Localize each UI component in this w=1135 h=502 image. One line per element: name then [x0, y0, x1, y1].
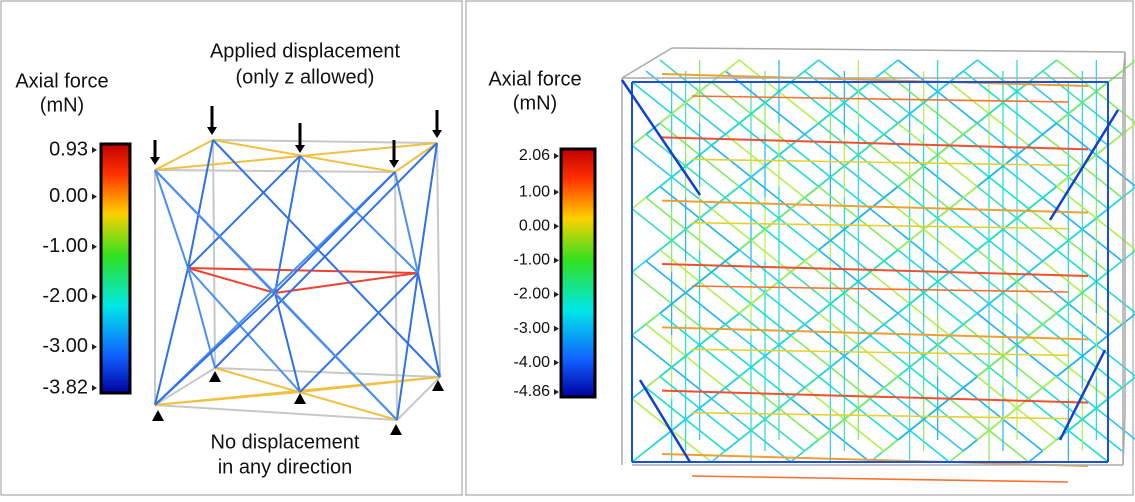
right-truss: [622, 48, 1135, 482]
tick-mark: [554, 389, 559, 395]
arrow-head: [207, 127, 217, 135]
member: [662, 327, 1088, 339]
left-truss: [150, 106, 444, 435]
tick-label: -2.00: [514, 286, 551, 303]
member: [662, 74, 1088, 86]
member: [155, 268, 188, 405]
tick-label: -3.00: [514, 320, 551, 337]
tick-mark: [554, 291, 559, 297]
tick-mark: [92, 294, 97, 300]
member: [213, 140, 437, 143]
annotation: in any direction: [218, 456, 353, 478]
tick-mark: [554, 153, 559, 159]
tick-label: -4.86: [514, 383, 551, 400]
member: [300, 156, 418, 273]
member: [213, 140, 215, 368]
tick-label: 0.00: [49, 185, 88, 207]
member: [662, 454, 1088, 466]
member: [397, 273, 418, 420]
member: [155, 392, 300, 405]
tick-label: -2.00: [42, 285, 88, 307]
member: [662, 391, 1088, 403]
tick-mark: [92, 244, 97, 250]
member: [662, 201, 1088, 213]
support: [390, 424, 402, 435]
member: [188, 140, 213, 268]
tick-mark: [554, 223, 559, 229]
colorbar-unit: (mN): [40, 94, 84, 116]
tick-label: 0.93: [49, 138, 88, 160]
colorbar-title: Axial force: [488, 68, 581, 90]
tick-mark: [92, 147, 97, 153]
arrow-head: [389, 160, 399, 168]
member: [188, 268, 418, 273]
arrow-head: [150, 157, 160, 165]
tick-label: -4.00: [514, 354, 551, 371]
member: [215, 368, 397, 420]
tick-label: 1.00: [519, 183, 550, 200]
member: [155, 170, 188, 268]
colorbar-unit: (mN): [513, 92, 557, 114]
member: [437, 143, 440, 377]
colorbar: [561, 149, 595, 397]
member: [215, 368, 440, 377]
support: [152, 410, 164, 421]
member: [418, 143, 437, 273]
member: [672, 48, 1125, 52]
tick-mark: [92, 194, 97, 200]
annotation: Applied displacement: [210, 40, 401, 62]
tick-label: 2.06: [519, 147, 550, 164]
annotation: No displacement: [211, 431, 360, 453]
annotation: (only z allowed): [236, 66, 375, 88]
tick-label: -3.82: [42, 376, 88, 398]
tick-mark: [92, 344, 97, 350]
member: [418, 273, 440, 377]
figure: Axial force (mN) Applied displacement (o…: [0, 0, 1135, 497]
tick-mark: [554, 257, 559, 263]
member: [155, 170, 395, 172]
tick-mark: [92, 385, 97, 391]
arrow-head: [432, 130, 442, 138]
tick-label: -1.00: [42, 235, 88, 257]
support: [432, 380, 444, 391]
arrow-head: [295, 145, 305, 153]
colorbar: [101, 144, 130, 393]
tick-label: -3.00: [42, 335, 88, 357]
member: [300, 377, 440, 392]
member: [692, 476, 1068, 482]
tick-label: -1.00: [514, 252, 551, 269]
tick-mark: [554, 189, 559, 195]
colorbar-title: Axial force: [15, 70, 108, 92]
member: [662, 264, 1088, 276]
member: [395, 172, 418, 273]
tick-mark: [554, 326, 559, 332]
member: [155, 405, 397, 420]
member: [662, 137, 1088, 149]
member: [397, 377, 440, 420]
support: [209, 371, 221, 382]
tick-mark: [554, 360, 559, 366]
page: Axial force (mN) Applied displacement (o…: [0, 0, 1135, 502]
support: [294, 393, 306, 404]
tick-label: 0.00: [519, 217, 550, 234]
